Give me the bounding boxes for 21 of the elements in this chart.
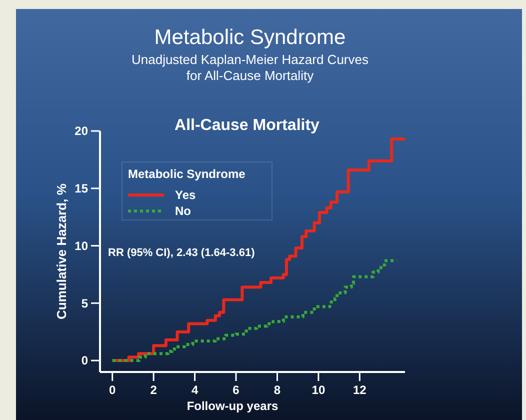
x-tick-label: 10 xyxy=(312,383,326,397)
legend-label: No xyxy=(175,204,191,218)
x-tick-label: 0 xyxy=(109,383,116,397)
y-tick-label: 5 xyxy=(81,296,88,310)
x-tick-label: 6 xyxy=(232,383,240,397)
x-axis-title: Follow-up years xyxy=(186,399,278,413)
y-tick-label: 15 xyxy=(74,182,88,196)
chart-subtitle: Unadjusted Kaplan-Meier Hazard Curves for All-Cause Mortality xyxy=(131,52,369,83)
x-tick-label: 2 xyxy=(150,383,158,397)
y-tick-label: 0 xyxy=(81,354,88,368)
annotation: RR (95% CI), 2.43 (1.64-3.61) xyxy=(108,247,256,259)
y-tick-label: 10 xyxy=(74,238,88,253)
legend-title: Metabolic Syndrome xyxy=(128,167,246,181)
annotation: All-Cause Mortality xyxy=(174,117,320,134)
y-tick-label: 20 xyxy=(74,124,88,138)
x-tick-label: 12 xyxy=(352,383,367,397)
y-axis-title: Cumulative Hazard, % xyxy=(54,183,69,320)
x-tick-label: 8 xyxy=(274,383,281,397)
chart-title: Metabolic Syndrome xyxy=(154,26,346,49)
legend-label: Yes xyxy=(175,188,196,202)
x-tick-label: 4 xyxy=(191,383,198,397)
